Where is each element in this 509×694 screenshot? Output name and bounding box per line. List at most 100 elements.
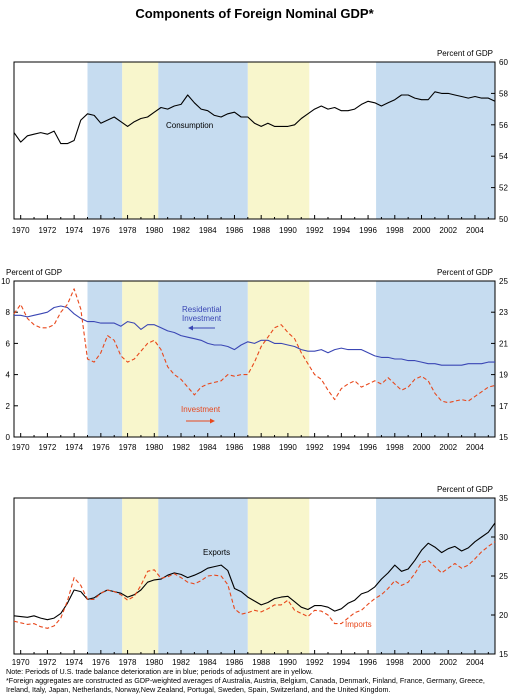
x-tick-label: 1998 <box>386 658 404 667</box>
shaded-period-deterioration <box>158 62 248 219</box>
series-line-exports <box>13 522 496 621</box>
y-right-tick-label: 54 <box>499 152 508 161</box>
y-right-tick-label: 52 <box>499 184 508 193</box>
shaded-period-deterioration <box>87 498 123 654</box>
x-tick-label: 1994 <box>332 658 350 667</box>
x-tick-label: 1998 <box>386 226 404 235</box>
y-right-tick-label: 60 <box>499 58 508 67</box>
y-right-tick-label: 30 <box>499 533 508 542</box>
series-label: Consumption <box>166 121 213 130</box>
x-tick-label: 1974 <box>65 658 83 667</box>
note-text: Note: Periods of U.S. trade balance dete… <box>6 667 313 676</box>
x-tick-label: 2002 <box>439 658 457 667</box>
y-right-tick-label: 19 <box>499 371 508 380</box>
x-tick-label: 1972 <box>39 443 57 452</box>
x-tick-label: 1992 <box>306 443 324 452</box>
y-left-tick-label: 2 <box>6 402 11 411</box>
y-right-tick-label: 25 <box>499 572 508 581</box>
x-tick-label: 1976 <box>92 658 110 667</box>
x-tick-label: 1992 <box>306 226 324 235</box>
x-tick-label: 1972 <box>39 658 57 667</box>
x-tick-label: 1982 <box>172 443 190 452</box>
x-tick-label: 1998 <box>386 443 404 452</box>
x-tick-label: 1982 <box>172 226 190 235</box>
shaded-period-adjustment <box>247 498 310 654</box>
x-tick-label: 1980 <box>145 658 163 667</box>
x-tick-label: 1994 <box>332 443 350 452</box>
x-tick-label: 2000 <box>413 658 431 667</box>
shaded-period-deterioration <box>87 62 123 219</box>
x-tick-label: 2000 <box>413 443 431 452</box>
y-right-tick-label: 15 <box>499 433 508 442</box>
x-tick-label: 1982 <box>172 658 190 667</box>
x-tick-label: 1976 <box>92 226 110 235</box>
x-tick-label: 1988 <box>252 226 270 235</box>
y-right-tick-label: 15 <box>499 650 508 659</box>
x-tick-label: 1978 <box>119 226 137 235</box>
shaded-period-adjustment <box>122 281 159 437</box>
y-right-unit-label: Percent of GDP <box>437 268 493 277</box>
x-tick-label: 1980 <box>145 443 163 452</box>
series-label: Imports <box>345 620 372 629</box>
y-left-unit-label: Percent of GDP <box>6 268 62 277</box>
x-tick-label: 1978 <box>119 443 137 452</box>
x-tick-label: 1996 <box>359 658 377 667</box>
y-right-tick-label: 17 <box>499 402 508 411</box>
series-label: Exports <box>203 548 230 557</box>
x-tick-label: 1974 <box>65 443 83 452</box>
shaded-period-deterioration <box>87 281 123 437</box>
x-tick-label: 1984 <box>199 658 217 667</box>
x-tick-label: 1990 <box>279 443 297 452</box>
x-tick-label: 1980 <box>145 226 163 235</box>
y-right-unit-label: Percent of GDP <box>437 485 493 494</box>
y-right-tick-label: 50 <box>499 215 508 224</box>
shaded-period-deterioration <box>376 62 495 219</box>
y-right-tick-label: 56 <box>499 121 508 130</box>
x-tick-label: 1996 <box>359 443 377 452</box>
shaded-period-adjustment <box>247 281 310 437</box>
x-tick-label: 1970 <box>12 658 30 667</box>
y-left-tick-label: 6 <box>6 339 11 348</box>
x-tick-label: 2002 <box>439 443 457 452</box>
shaded-period-adjustment <box>122 62 159 219</box>
series-line-consumption <box>13 91 496 145</box>
shaded-period-adjustment <box>247 62 310 219</box>
plot-frame <box>13 61 496 220</box>
y-left-tick-label: 0 <box>6 433 11 442</box>
chart-title: Components of Foreign Nominal GDP* <box>135 6 374 21</box>
x-tick-label: 1988 <box>252 658 270 667</box>
x-tick-label: 1992 <box>306 658 324 667</box>
plot-frame <box>13 280 496 438</box>
y-right-unit-label: Percent of GDP <box>437 49 493 58</box>
x-tick-label: 1976 <box>92 443 110 452</box>
shaded-period-deterioration <box>376 498 495 654</box>
y-left-tick-label: 10 <box>1 277 10 286</box>
y-right-tick-label: 35 <box>499 494 508 503</box>
x-tick-label: 1996 <box>359 226 377 235</box>
x-tick-label: 1984 <box>199 226 217 235</box>
y-right-tick-label: 20 <box>499 611 508 620</box>
series-label: Residential Investment <box>182 305 222 323</box>
x-tick-label: 1986 <box>226 443 244 452</box>
x-tick-label: 1974 <box>65 226 83 235</box>
x-tick-label: 1972 <box>39 226 57 235</box>
x-tick-label: 2004 <box>466 226 484 235</box>
x-tick-label: 1994 <box>332 226 350 235</box>
x-tick-label: 2002 <box>439 226 457 235</box>
x-tick-label: 1970 <box>12 443 30 452</box>
x-tick-label: 2000 <box>413 226 431 235</box>
arrow-left-icon <box>188 325 193 331</box>
series-line-investment <box>13 288 496 404</box>
x-tick-label: 1986 <box>226 226 244 235</box>
x-tick-label: 1986 <box>226 658 244 667</box>
series-line-residential-investment <box>14 305 495 366</box>
series-line-imports <box>13 541 496 629</box>
x-tick-label: 1990 <box>279 658 297 667</box>
shaded-period-deterioration <box>158 281 248 437</box>
shaded-period-deterioration <box>158 498 248 654</box>
x-tick-label: 1970 <box>12 226 30 235</box>
x-tick-label: 1984 <box>199 443 217 452</box>
y-right-tick-label: 25 <box>499 277 508 286</box>
